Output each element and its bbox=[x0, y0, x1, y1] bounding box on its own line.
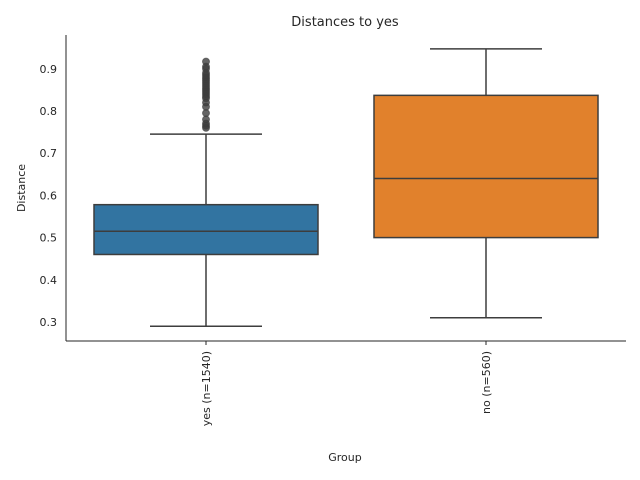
x-axis-label: Group bbox=[328, 451, 362, 464]
iqr-box bbox=[373, 94, 599, 239]
x-axis-ticks: yes (n=1540) no (n=560) bbox=[200, 341, 493, 426]
y-tick-label: 0.3 bbox=[40, 316, 58, 329]
box-1 bbox=[373, 48, 599, 319]
y-tick-label: 0.9 bbox=[40, 63, 58, 76]
y-tick-label: 0.5 bbox=[40, 232, 58, 245]
outlier-point bbox=[202, 57, 210, 66]
y-tick-label: 0.8 bbox=[40, 105, 58, 118]
y-tick-label: 0.6 bbox=[40, 189, 58, 202]
x-tick-label: no (n=560) bbox=[480, 351, 493, 414]
x-tick-label: yes (n=1540) bbox=[200, 351, 213, 426]
chart-title: Distances to yes bbox=[291, 15, 399, 30]
axes bbox=[65, 35, 626, 342]
y-tick-label: 0.4 bbox=[40, 274, 58, 287]
boxes bbox=[93, 48, 599, 327]
y-tick-label: 0.7 bbox=[40, 147, 58, 160]
box-0 bbox=[93, 57, 319, 327]
iqr-box bbox=[93, 203, 319, 256]
y-axis-label: Distance bbox=[15, 164, 28, 212]
y-axis-ticks: 0.3 0.4 0.5 0.6 0.7 0.8 0.9 bbox=[40, 63, 58, 329]
